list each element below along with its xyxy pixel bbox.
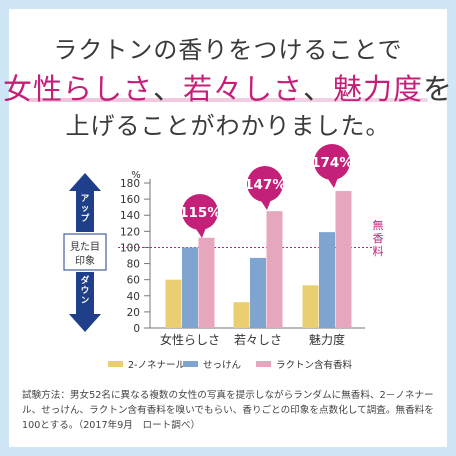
down-arrow-icon [69, 272, 101, 332]
bar [319, 232, 335, 328]
headline-emphasis-word: 魅力度 [333, 72, 424, 106]
impression-label-box [63, 233, 107, 271]
bar [233, 302, 250, 328]
y-axis-unit: % [131, 170, 141, 181]
legend-label: 2-ノネナール [128, 360, 185, 371]
callout-label: 115% [179, 205, 221, 221]
up-label: ッ [81, 204, 90, 214]
bar [335, 191, 352, 328]
legend-label: ラクトン含有香料 [276, 359, 353, 371]
y-tick-label: 20 [127, 307, 140, 319]
headline-line-1: ラクトンの香りをつけることで [53, 36, 403, 64]
legend-swatch [108, 361, 123, 367]
headline-connector: 、 [303, 72, 334, 106]
headline-line-3: 上げることがわかりました。 [65, 112, 391, 140]
down-label: ウ [81, 286, 90, 296]
callout-label: 147% [244, 177, 286, 193]
headline-line-2: 女性らしさ、若々しさ、魅力度を [0, 66, 456, 108]
y-tick-label: 80 [127, 259, 140, 271]
callout-badge [247, 166, 283, 202]
headline-emphasis-word: 若々しさ [182, 72, 303, 106]
callout-badge [314, 144, 350, 180]
callout-badge [182, 194, 218, 230]
test-method-footnote: 試験方法：男女52名に異なる複数の女性の写真を提示しながらランダムに無香料、2－… [22, 390, 434, 431]
y-tick-label: 160 [120, 194, 140, 206]
x-category-label: 若々しさ [234, 333, 282, 347]
y-tick-label: 0 [133, 323, 140, 335]
bar [302, 285, 319, 328]
y-tick-label: 40 [127, 291, 140, 303]
up-label: ア [81, 194, 90, 204]
bar [165, 279, 182, 328]
y-tick-label: 120 [120, 226, 140, 238]
y-tick-label: 140 [120, 210, 140, 222]
y-tick-label: 180 [120, 178, 140, 190]
x-category-label: 魅力度 [309, 332, 345, 347]
y-tick-label: 60 [127, 275, 140, 287]
impression-label-line-2: 印象 [75, 255, 95, 267]
headline-emphasis-word: 女性らしさ [2, 72, 153, 106]
reference-label: 無 [373, 218, 384, 232]
bar [198, 237, 215, 328]
down-label: ダ [81, 275, 90, 286]
callout-label: 174% [311, 155, 353, 171]
legend-swatch [256, 361, 271, 367]
legend-label: せっけん [203, 360, 241, 371]
bar [182, 247, 198, 328]
down-label: ン [81, 296, 90, 306]
bar [266, 211, 283, 328]
headline-connector: 、 [152, 72, 183, 106]
headline-underline [28, 98, 428, 102]
y-tick-label: 100 [120, 242, 140, 254]
headline-connector: を [423, 72, 454, 106]
impression-label-line-1: 見た目 [70, 241, 100, 253]
x-category-label: 女性らしさ [160, 332, 220, 347]
up-arrow-icon [69, 173, 101, 232]
reference-label: 料 [373, 244, 384, 258]
up-label: プ [81, 213, 90, 224]
bar [250, 257, 266, 328]
legend-swatch [183, 361, 198, 367]
reference-label: 香 [373, 232, 384, 245]
